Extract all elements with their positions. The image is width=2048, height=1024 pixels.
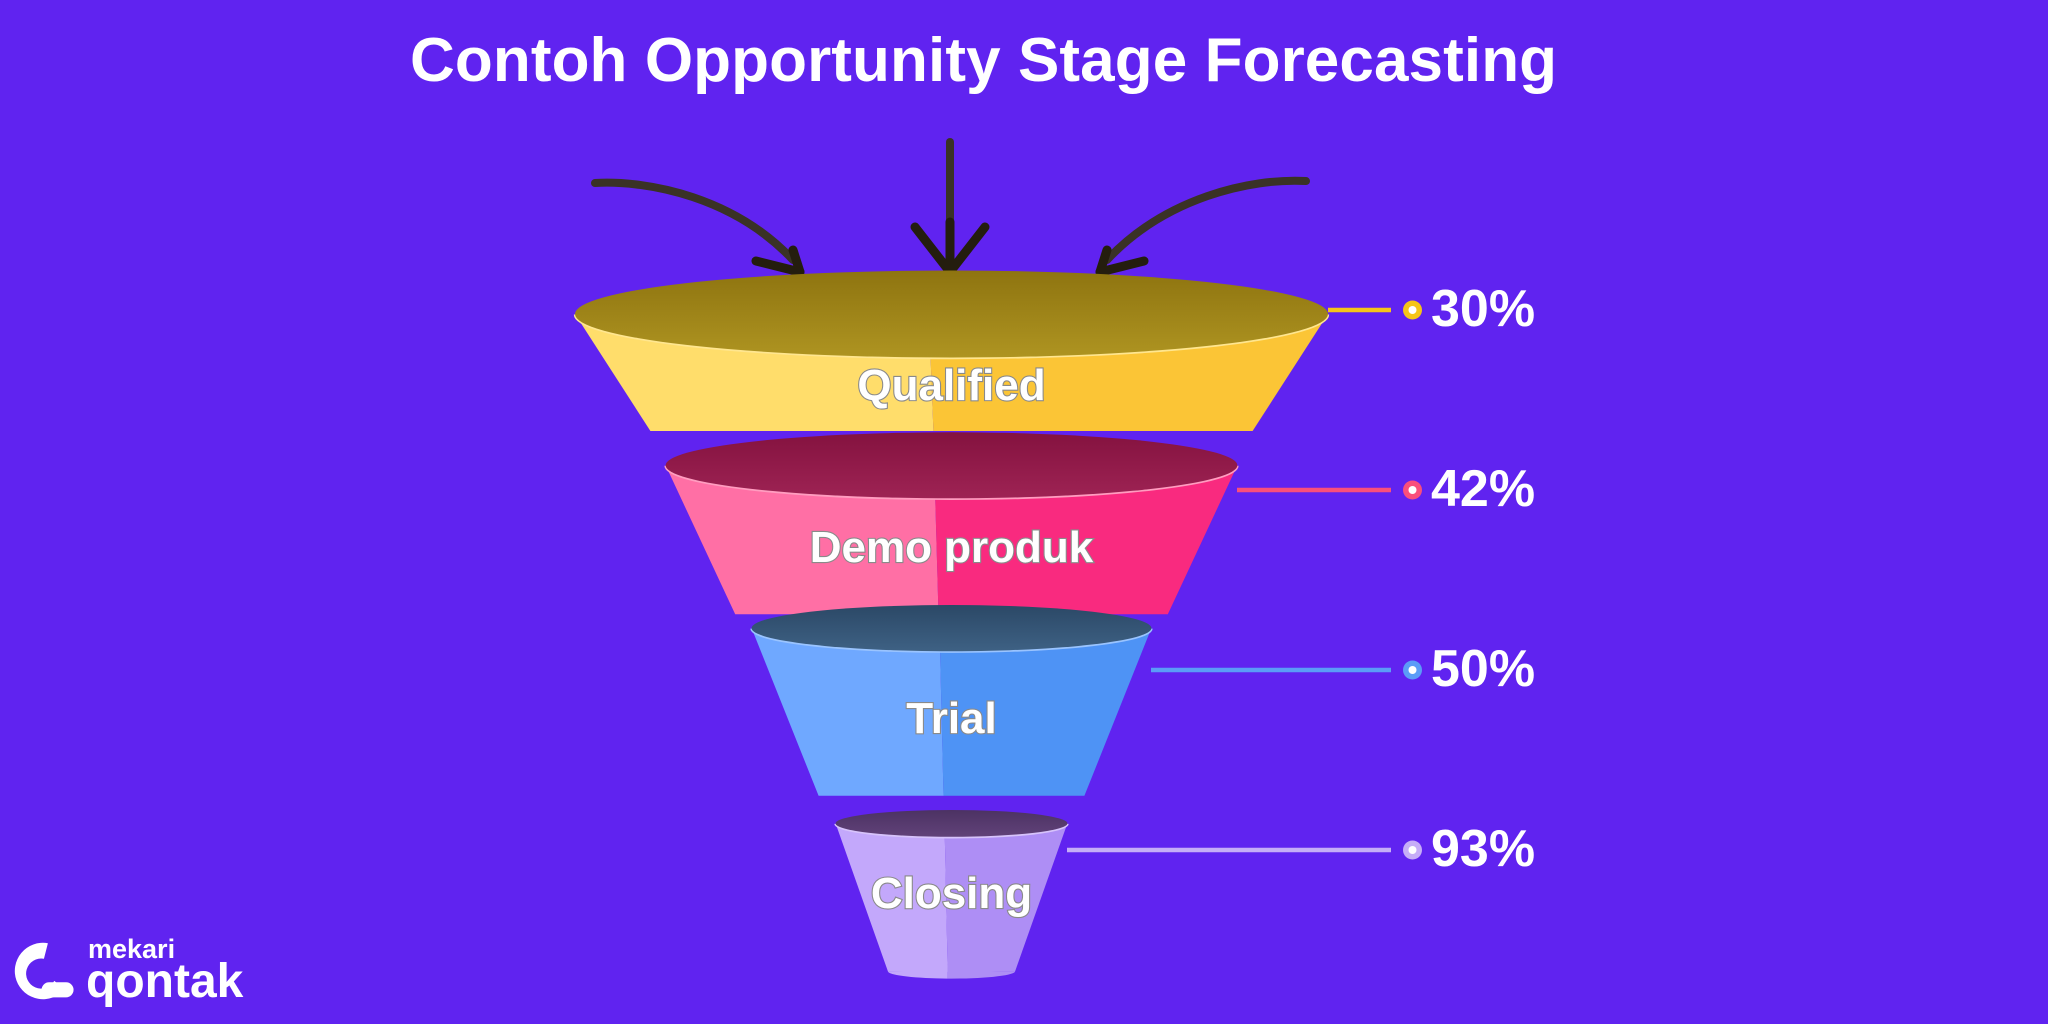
svg-text:Closing: Closing (871, 869, 1032, 918)
svg-text:93%: 93% (1431, 820, 1535, 878)
svg-text:42%: 42% (1431, 460, 1535, 518)
svg-text:50%: 50% (1431, 640, 1535, 698)
svg-text:30%: 30% (1431, 280, 1535, 338)
svg-text:qontak: qontak (86, 955, 244, 1008)
svg-text:Demo produk: Demo produk (810, 523, 1094, 572)
svg-text:Qualified: Qualified (857, 361, 1045, 410)
svg-text:Trial: Trial (906, 694, 997, 743)
